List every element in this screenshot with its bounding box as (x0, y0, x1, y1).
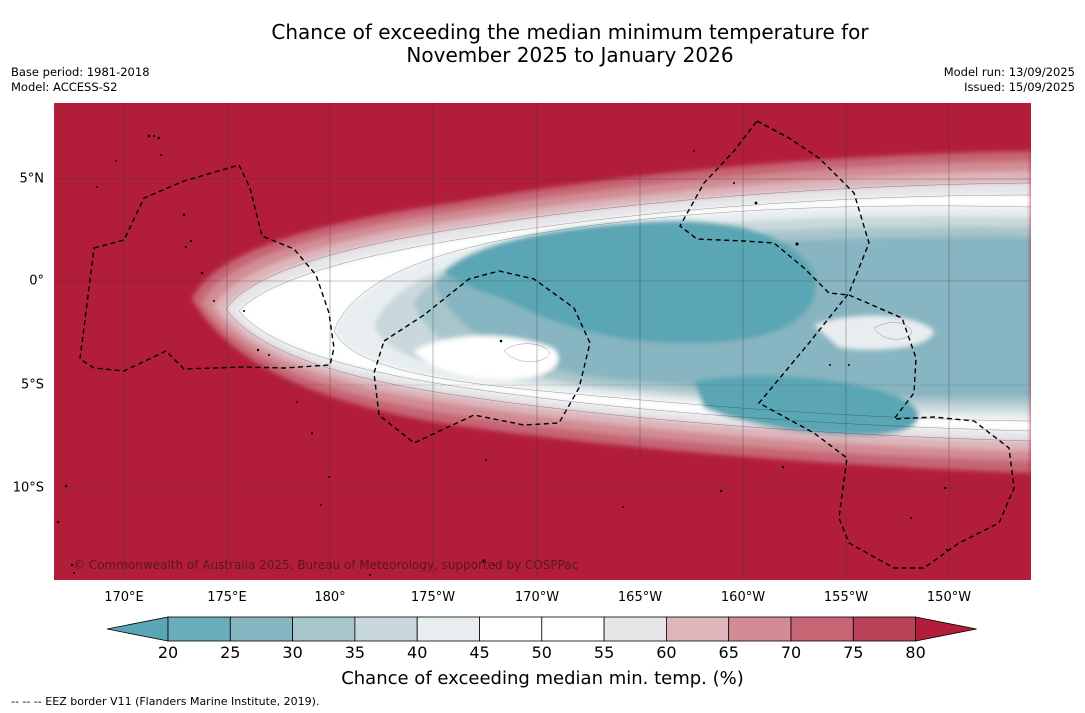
colorbar-segment-35-40 (354, 616, 418, 642)
lat-tick-5n: 5°N (19, 171, 45, 187)
colorbar-segment-60-65 (666, 616, 730, 642)
lat-tick-0: 0° (29, 273, 44, 289)
colorbar-tick-label: 70 (780, 643, 802, 662)
colorbar-tick-label: 55 (593, 643, 615, 662)
colorbar-tick-label: 75 (843, 643, 864, 662)
base-period: Base period: 1981-2018 (11, 65, 150, 79)
title-line-2: November 2025 to January 2026 (406, 43, 734, 67)
colorbar-segment-55-60 (603, 616, 667, 642)
colorbar-segment-25-30 (229, 616, 294, 642)
probability-field (192, 151, 1031, 473)
lon-tick-180: 180° (314, 590, 346, 605)
lon-tick-175w: 175°W (410, 590, 456, 605)
colorbar (107, 616, 977, 642)
model-name: Model: ACCESS-S2 (11, 80, 118, 94)
lon-tick-170w: 170°W (514, 590, 560, 605)
colorbar-segment-45-50 (479, 616, 543, 642)
lon-tick-155w: 155°W (823, 590, 869, 605)
eez-footnote: -- -- -- EEZ border V11 (Flanders Marine… (11, 695, 320, 708)
issued-date: Issued: 15/09/2025 (964, 80, 1075, 94)
lon-tick-175e: 175°E (207, 590, 247, 605)
graticule (54, 103, 1031, 580)
colorbar-tick-label: 40 (407, 643, 428, 662)
colorbar-tick-label: 60 (656, 643, 677, 662)
lon-tick-150w: 150°W (926, 590, 972, 605)
chart-title: Chance of exceeding the median minimum t… (0, 21, 1085, 67)
colorbar-tick-label: 65 (718, 643, 739, 662)
title-line-1: Chance of exceeding the median minimum t… (271, 20, 869, 44)
colorbar-label: Chance of exceeding median min. temp. (%… (341, 668, 744, 689)
colorbar-segment-75-80 (852, 616, 916, 642)
eez-borders (79, 120, 1015, 569)
probability-map (54, 103, 1031, 580)
colorbar-extend-low (107, 616, 169, 642)
colorbar-segment-50-55 (541, 616, 605, 642)
colorbar-tick-label: 20 (157, 643, 179, 662)
colorbar-extend-high (915, 616, 977, 642)
lat-tick-5s: 5°S (20, 377, 44, 393)
colorbar-tick-label: 30 (282, 643, 303, 662)
colorbar-segment-70-75 (790, 616, 854, 642)
colorbar-tick-label: 45 (469, 643, 490, 662)
colorbar-segment-65-70 (728, 616, 792, 642)
islands (56, 134, 949, 576)
lat-tick-10s: 10°S (12, 480, 44, 496)
lon-tick-165w: 165°W (617, 590, 663, 605)
map-credit: © Commonwealth of Australia 2025, Bureau… (73, 558, 579, 572)
lon-tick-160w: 160°W (720, 590, 766, 605)
colorbar-tick-label: 25 (220, 643, 241, 662)
lon-tick-170e: 170°E (104, 590, 144, 605)
model-run: Model run: 13/09/2025 (943, 65, 1075, 79)
model-info: Base period: 1981-2018 Model: ACCESS-S2 (11, 65, 150, 95)
colorbar-segment-20-25 (167, 616, 231, 642)
colorbar-tick-label: 80 (905, 643, 926, 662)
run-info: Model run: 13/09/2025 Issued: 15/09/2025 (944, 65, 1075, 95)
colorbar-tick-label: 35 (344, 643, 366, 662)
colorbar-tick-label: 50 (531, 643, 552, 662)
colorbar-segment-30-35 (292, 616, 356, 642)
colorbar-segment-40-45 (416, 616, 480, 642)
